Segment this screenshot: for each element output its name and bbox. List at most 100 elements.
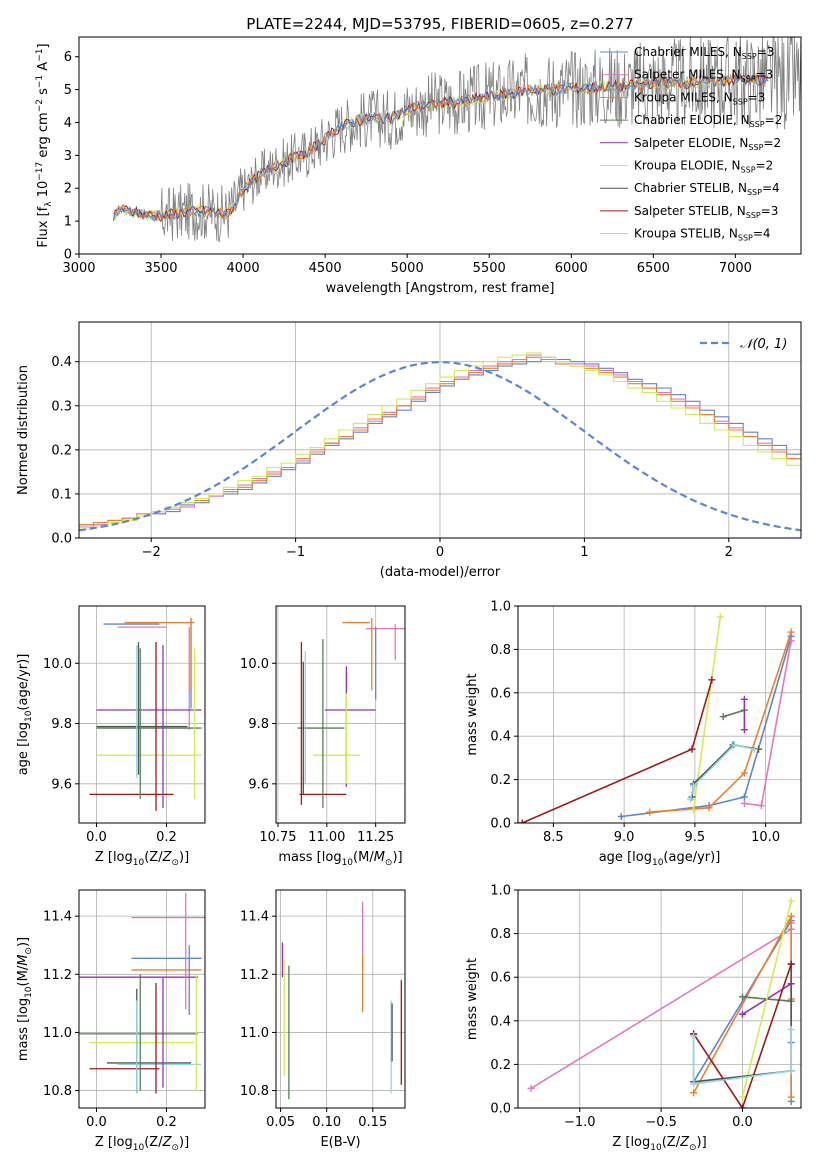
label-part: −1 xyxy=(35,49,45,62)
label-part: ⊙ xyxy=(24,947,34,955)
point-marker xyxy=(787,912,795,920)
line-salpeter-stelib xyxy=(693,963,792,1108)
legend-count: =2 xyxy=(763,136,781,150)
label-part: E(B-V) xyxy=(320,1135,360,1150)
x-tick-label: 1 xyxy=(580,545,588,560)
point-marker xyxy=(740,793,748,801)
y-tick-label: 1.0 xyxy=(490,884,511,899)
point-marker xyxy=(738,1010,746,1018)
x-tick-label: 6000 xyxy=(555,261,588,276)
label-part: mass [ xyxy=(278,850,321,865)
label-part: log xyxy=(322,850,342,865)
model-spectrum xyxy=(113,72,769,222)
point-marker xyxy=(787,1093,795,1101)
label-part: A xyxy=(36,62,51,75)
legend-label: Chabrier STELIB, NSSP=4 xyxy=(634,181,780,197)
label-part: erg cm xyxy=(36,112,51,161)
legend-sub: SSP xyxy=(746,211,761,220)
legend: 𝒩(0, 1) xyxy=(700,337,787,352)
label-part: 10 xyxy=(133,858,145,868)
x-tick-label: 9.5 xyxy=(685,830,706,845)
label-part: Z [ xyxy=(612,1135,630,1150)
point-marker xyxy=(646,808,654,816)
y-tick-label: 0 xyxy=(64,248,72,263)
y-tick-label: 9.6 xyxy=(248,777,269,792)
label-part: )] xyxy=(179,850,189,865)
y-tick-label: 0.3 xyxy=(51,399,72,414)
legend-label: Kroupa STELIB, NSSP=4 xyxy=(634,227,771,243)
legend-text: Kroupa ELODIE, N xyxy=(634,159,741,173)
x-axis-label: Z [log10(Z/Z⊙)] xyxy=(612,1135,706,1153)
y-axis-label: Normed distribution xyxy=(16,365,31,495)
plot-area xyxy=(518,613,795,823)
y-tick-label: 0.2 xyxy=(490,773,511,788)
y-axis-label: mass [log10(M/M⊙)] xyxy=(16,937,34,1061)
x-tick-label: 5500 xyxy=(473,261,506,276)
label-part: −1 xyxy=(35,75,45,88)
x-axis-label: mass [log10(M/M⊙)] xyxy=(278,850,402,868)
y-tick-label: 0.4 xyxy=(490,1014,511,1029)
legend-sub: SSP xyxy=(741,166,756,175)
label-part: wavelength [Angstrom, rest frame] xyxy=(326,281,555,296)
y-tick-label: 1 xyxy=(64,215,72,230)
label-part: 10 xyxy=(133,1143,145,1153)
label-part: (age/yr)] xyxy=(663,850,720,865)
legend-sub: SSP xyxy=(738,234,753,243)
point-marker xyxy=(787,628,795,636)
panel-spectrum: 3000 3500 4000 4500 5000 5500 6000 6500 7000 0 1 2 3… xyxy=(35,36,802,296)
axes-frame xyxy=(78,889,206,1109)
label-part: (Z/ xyxy=(144,1135,163,1150)
label-part: ⊙ xyxy=(171,1143,179,1153)
x-tick-label: 4000 xyxy=(227,261,260,276)
plot-area xyxy=(89,618,202,811)
x-tick-label: 3500 xyxy=(144,261,177,276)
label-part: ⊙ xyxy=(171,858,179,868)
legend-sub: SSP xyxy=(742,52,757,61)
y-axis-label: age [log10(age/yr)] xyxy=(16,654,34,776)
x-tick-label: 9.0 xyxy=(614,830,635,845)
legend-sub: SSP xyxy=(750,120,765,129)
panel-age-vs-mass: 10.75 11.00 11.25 9.6 9.8 10.0 mass [log10(M/M… xyxy=(240,605,406,868)
legend-text: Kroupa MILES, N xyxy=(634,90,733,104)
label-part: Z xyxy=(162,850,173,865)
label-part: ] xyxy=(36,43,51,48)
line-salpeter-stelib xyxy=(521,679,713,823)
axes-frame xyxy=(78,36,802,255)
x-tick-label: 6500 xyxy=(637,261,670,276)
label-part: (M/ xyxy=(16,965,31,986)
x-tick-label: 0.2 xyxy=(156,830,177,845)
legend-label: Kroupa ELODIE, NSSP=2 xyxy=(634,159,773,175)
y-tick-label: 3 xyxy=(64,149,72,164)
legend-text: Chabrier MILES, N xyxy=(634,45,742,59)
y-tick-label: 0.8 xyxy=(490,927,511,942)
x-tick-label: 4500 xyxy=(309,261,342,276)
label-part: Flux [f xyxy=(36,206,51,247)
legend-text: Salpeter MILES, N xyxy=(634,68,741,82)
legend-sub: SSP xyxy=(747,188,762,197)
point-marker xyxy=(738,993,746,1001)
point-marker xyxy=(690,1089,698,1097)
point-marker xyxy=(716,613,724,621)
y-tick-label: 0.2 xyxy=(490,1058,511,1073)
legend-count: =3 xyxy=(761,204,779,218)
label-part: Z xyxy=(679,1135,690,1150)
x-tick-label: 0.2 xyxy=(156,1115,177,1130)
legend-text: Salpeter STELIB, N xyxy=(634,204,746,218)
y-tick-label: 0.0 xyxy=(490,1102,511,1117)
legend-count: =3 xyxy=(756,68,774,82)
label-part: log xyxy=(113,850,133,865)
y-tick-label: 11.2 xyxy=(240,968,269,983)
axes-frame xyxy=(78,605,206,824)
point-marker xyxy=(527,1084,535,1092)
y-tick-label: 11.4 xyxy=(43,910,72,925)
y-tick-label: 2 xyxy=(64,182,72,197)
y-axis-label: mass weight xyxy=(465,673,480,755)
plot-area xyxy=(297,618,405,808)
x-tick-label: 2 xyxy=(725,545,733,560)
y-tick-label: 9.6 xyxy=(51,777,72,792)
label-part: age [ xyxy=(16,742,31,775)
x-axis-label: Z [log10(Z/Z⊙)] xyxy=(95,850,189,868)
legend-label: Salpeter MILES, NSSP=3 xyxy=(634,68,773,84)
label-part: log xyxy=(16,722,31,742)
y-tick-label: 0.1 xyxy=(51,487,72,502)
